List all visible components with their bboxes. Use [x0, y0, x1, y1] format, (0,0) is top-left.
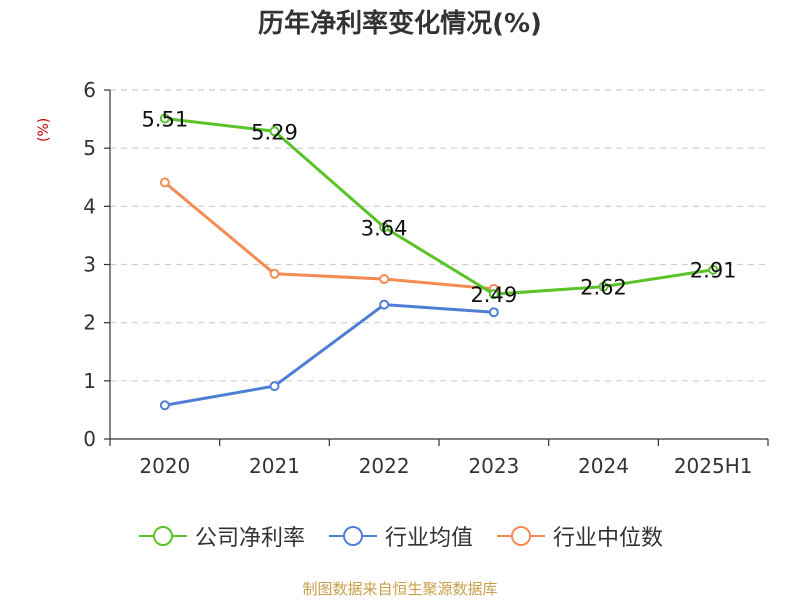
data-point[interactable]: [159, 113, 170, 124]
data-point[interactable]: [598, 281, 609, 292]
data-point[interactable]: [488, 289, 499, 300]
legend-item-industry-mean[interactable]: 行业均值: [327, 520, 473, 552]
y-tick-label: 4: [83, 194, 96, 218]
data-label: 5.51: [141, 108, 188, 132]
data-label: 3.64: [361, 216, 408, 240]
data-label: 5.29: [251, 120, 298, 144]
legend-label-industry-median: 行业中位数: [553, 526, 664, 551]
data-point[interactable]: [269, 126, 280, 137]
data-point[interactable]: [379, 274, 390, 285]
y-tick-label: 2: [83, 311, 96, 335]
series-line: [164, 303, 494, 407]
data-point[interactable]: [159, 400, 170, 411]
x-tick-label: 2020: [139, 454, 190, 478]
y-tick-label: 3: [83, 253, 96, 277]
data-label: 2.49: [470, 283, 517, 307]
source-note: 制图数据来自恒生聚源数据库: [302, 580, 498, 598]
legend-item-company[interactable]: 公司净利率: [137, 520, 305, 552]
data-point[interactable]: [159, 177, 170, 188]
series-line: [163, 181, 494, 291]
data-label: 2.62: [580, 276, 627, 300]
x-tick-label: 2022: [359, 454, 410, 478]
y-tick-label: 6: [83, 78, 96, 102]
data-point[interactable]: [379, 299, 390, 310]
legend-marker-company: [138, 526, 187, 546]
y-tick-label: 5: [83, 136, 96, 160]
chart-legend: 公司净利率 行业均值 行业中位数: [0, 520, 800, 552]
data-label: 2.91: [690, 259, 737, 283]
x-tick-label: 2025H1: [674, 454, 753, 478]
legend-label-company: 公司净利率: [194, 526, 305, 551]
series-line: [164, 117, 714, 296]
y-tick-label: 1: [83, 369, 96, 393]
x-tick-label: 2023: [468, 454, 519, 478]
data-point[interactable]: [269, 381, 280, 392]
data-point[interactable]: [488, 307, 499, 318]
data-point[interactable]: [269, 268, 280, 279]
data-point[interactable]: [708, 264, 719, 275]
chart-title: 历年净利率变化情况(%): [258, 9, 542, 39]
x-tick-label: 2021: [249, 454, 300, 478]
data-point[interactable]: [379, 222, 390, 233]
legend-marker-industry-mean: [328, 526, 377, 546]
x-tick-label: 2024: [578, 454, 629, 478]
legend-label-industry-mean: 行业均值: [384, 526, 473, 551]
y-tick-label: 0: [83, 427, 96, 451]
legend-item-industry-median[interactable]: 行业中位数: [495, 520, 663, 552]
legend-marker-industry-median: [497, 526, 545, 546]
